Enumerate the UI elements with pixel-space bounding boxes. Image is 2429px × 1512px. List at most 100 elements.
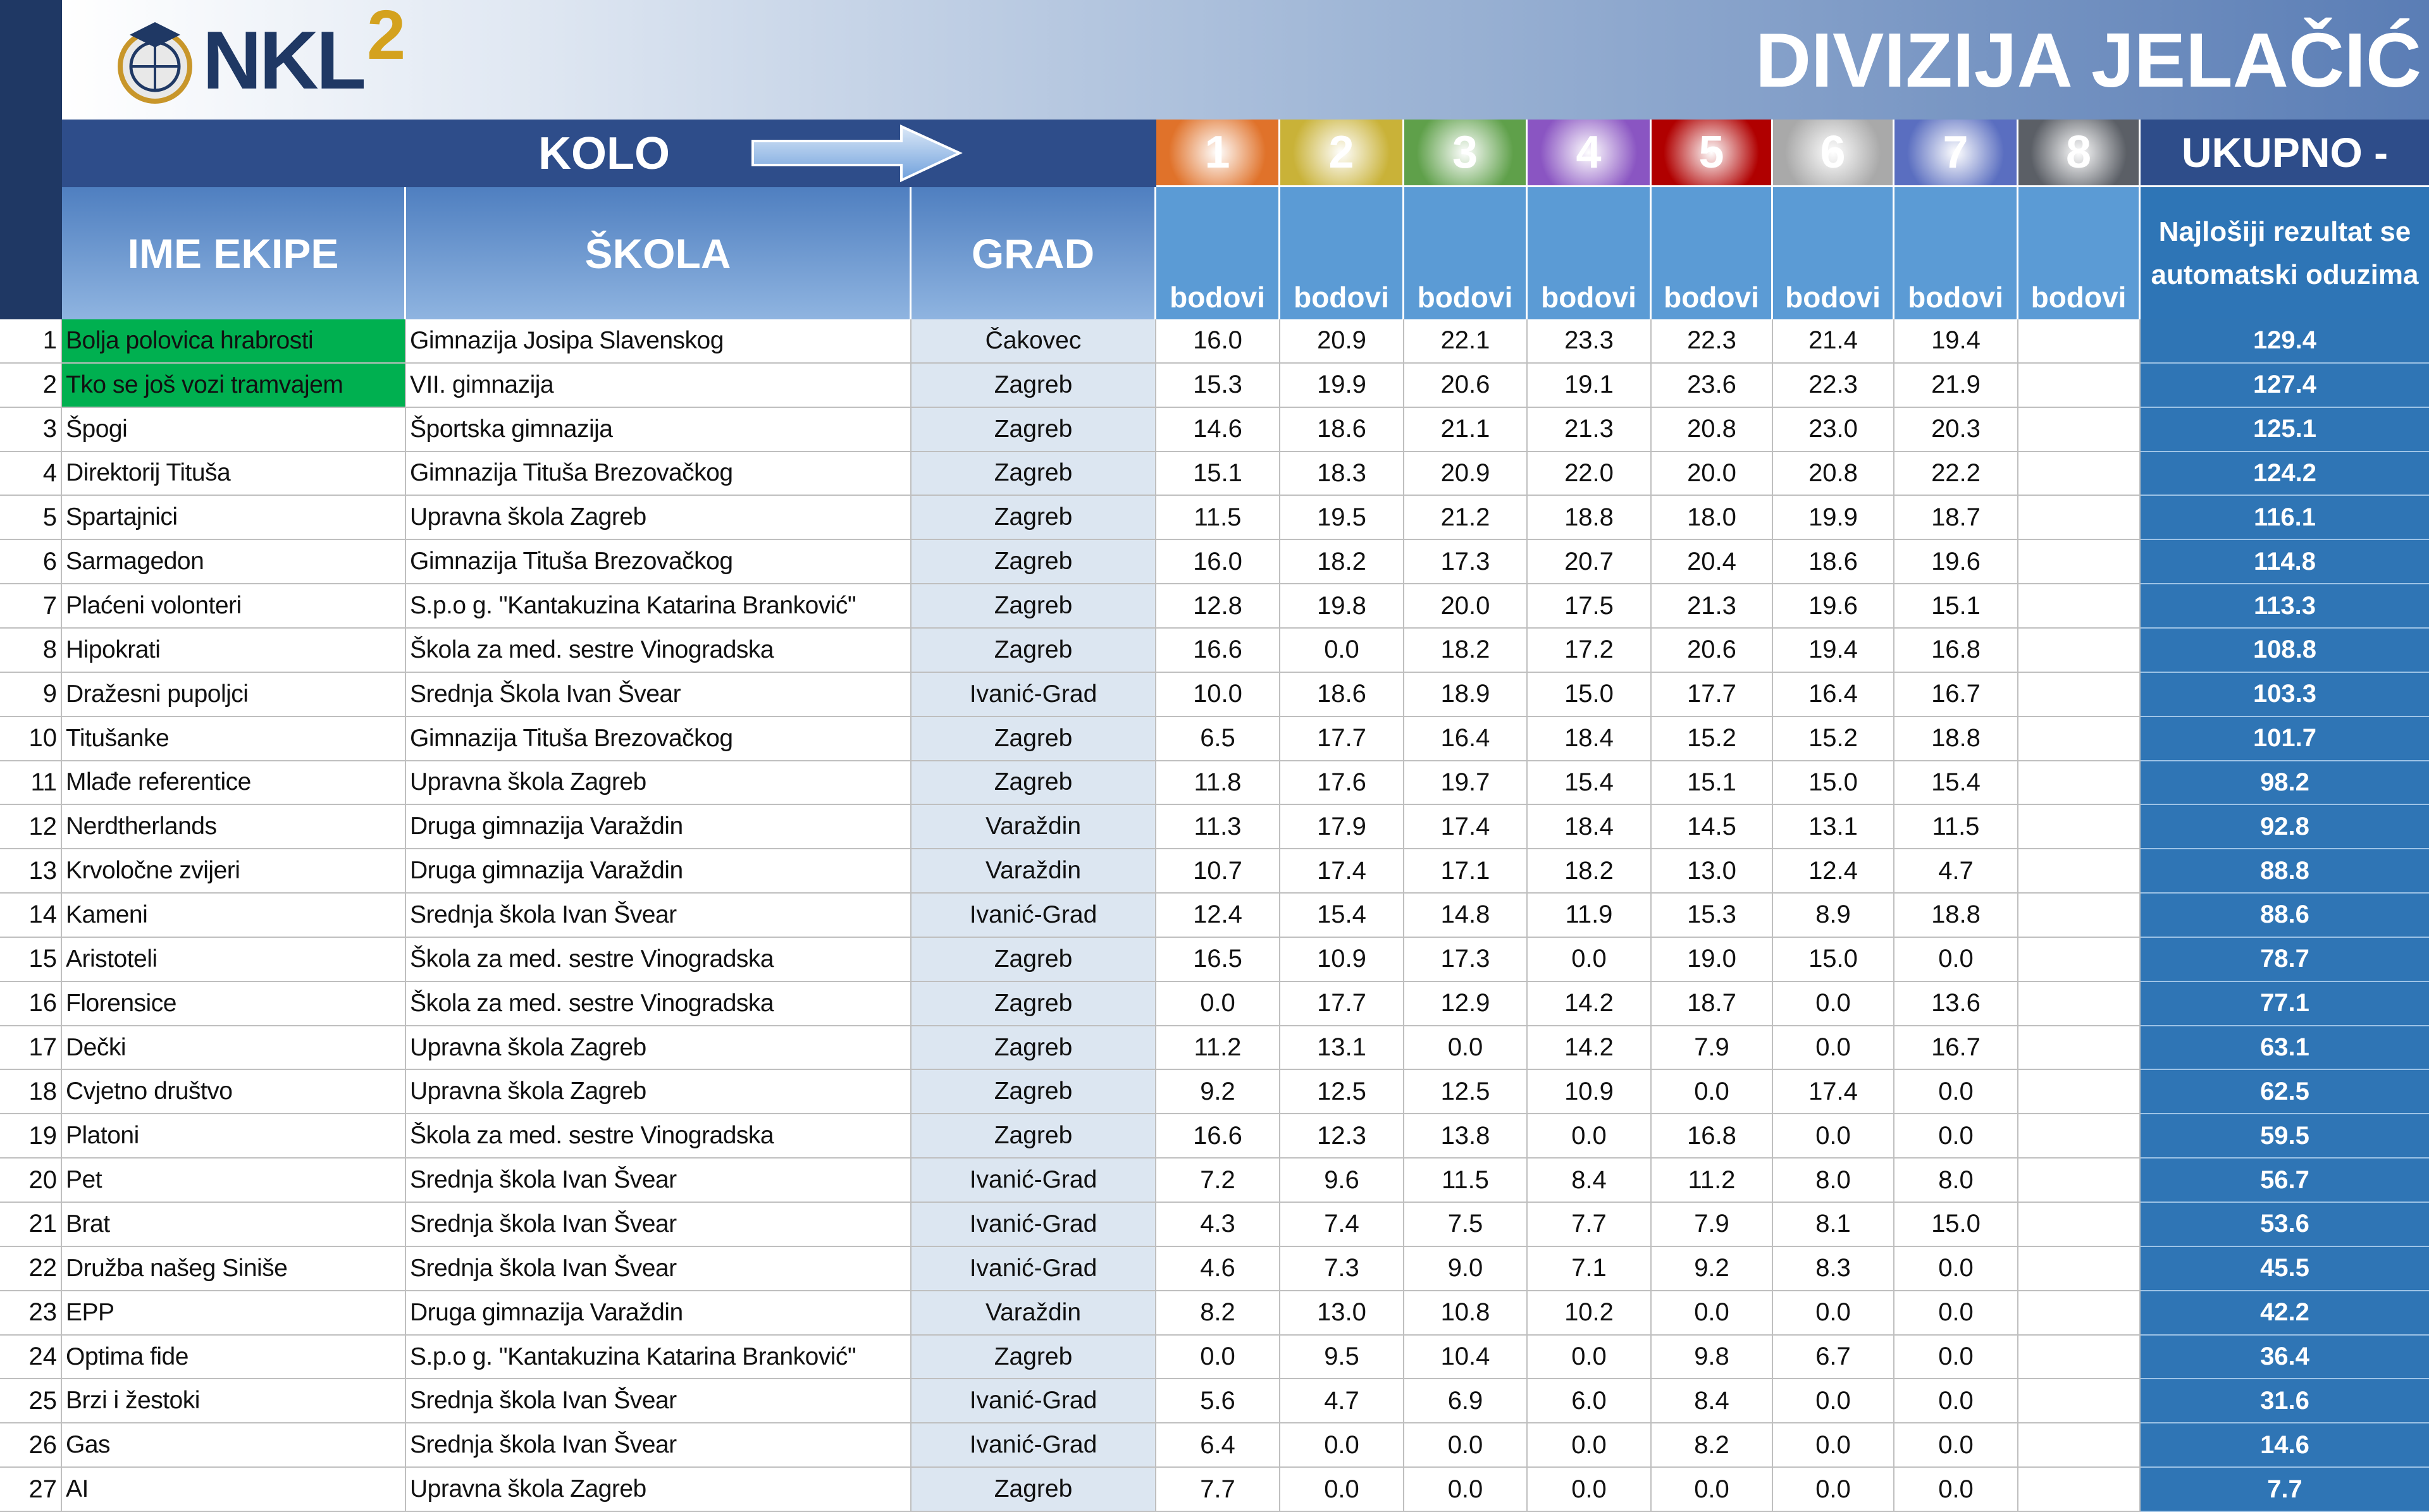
rank: 24 [0,1335,62,1380]
round-score: 0.0 [1280,628,1404,673]
round-score: 16.7 [1894,1026,2018,1071]
school-name: Upravna škola Zagreb [406,761,912,806]
team-name: Plaćeni volonteri [62,584,406,629]
total-score: 124.2 [2141,452,2429,496]
total-score: 108.8 [2141,628,2429,673]
total-score: 77.1 [2141,981,2429,1026]
round-score: 17.9 [1280,805,1404,850]
round-score: 12.3 [1280,1114,1404,1159]
round-score: 18.7 [1652,981,1773,1026]
round-score: 8.4 [1528,1159,1652,1203]
round-score: 10.4 [1404,1335,1528,1380]
round-score: 18.6 [1773,540,1894,585]
round-score: 23.6 [1652,363,1773,408]
round-score: 20.9 [1404,452,1528,496]
round-score: 18.2 [1280,540,1404,585]
total-score: 53.6 [2141,1203,2429,1247]
city: Ivanić-Grad [912,1379,1156,1424]
round-score-empty [2018,319,2141,364]
round-score: 20.7 [1528,540,1652,585]
city: Zagreb [912,1026,1156,1071]
round-score: 0.0 [1773,1379,1894,1424]
city: Zagreb [912,981,1156,1026]
round-score: 9.2 [1156,1070,1280,1115]
round-score: 11.2 [1156,1026,1280,1071]
round-score: 15.3 [1652,894,1773,938]
school-name: VII. gimnazija [406,363,912,408]
round-score-empty [2018,407,2141,452]
round-score: 22.1 [1404,319,1528,364]
points-header: bodovi [1280,187,1404,319]
school-name: Srednja Škola Ivan Švear [406,672,912,717]
round-score: 11.5 [1404,1159,1528,1203]
team-name: Nerdtherlands [62,805,406,850]
round-score: 7.9 [1652,1203,1773,1247]
round-score-empty [2018,716,2141,761]
round-score: 0.0 [1894,1335,2018,1380]
round-score: 0.0 [1280,1423,1404,1468]
city: Čakovec [912,319,1156,364]
city: Ivanić-Grad [912,1203,1156,1247]
points-header: bodovi [1404,187,1528,319]
round-score: 0.0 [1156,981,1280,1026]
team-name: Direktorij Tituša [62,452,406,496]
team-name: Špogi [62,407,406,452]
total-score: 56.7 [2141,1159,2429,1203]
round-score: 16.8 [1652,1114,1773,1159]
round-score: 17.7 [1280,981,1404,1026]
round-score: 9.0 [1404,1246,1528,1291]
team-name: Družba našeg Siniše [62,1246,406,1291]
team-name: Brat [62,1203,406,1247]
round-score: 17.4 [1280,849,1404,894]
kolo-arrow [751,124,963,183]
round-score: 16.0 [1156,540,1280,585]
round-score: 15.4 [1894,761,2018,806]
round-score: 21.9 [1894,363,2018,408]
team-name: Krvoločne zvijeri [62,849,406,894]
round-score: 17.6 [1280,761,1404,806]
round-score: 10.7 [1156,849,1280,894]
points-header: bodovi [1652,187,1773,319]
logo-text: NKL [202,14,364,106]
city: Varaždin [912,805,1156,850]
round-score: 20.6 [1652,628,1773,673]
rank: 16 [0,981,62,1026]
round-score: 0.0 [1773,1291,1894,1336]
school-name: Upravna škola Zagreb [406,1026,912,1071]
round-score: 7.4 [1280,1203,1404,1247]
city: Ivanić-Grad [912,672,1156,717]
round-score: 18.6 [1280,407,1404,452]
rank: 21 [0,1203,62,1247]
team-name: AI [62,1468,406,1512]
round-score: 18.7 [1894,496,2018,541]
round-score: 21.4 [1773,319,1894,364]
round-score-empty [2018,452,2141,496]
city: Ivanić-Grad [912,1423,1156,1468]
round-score: 13.1 [1773,805,1894,850]
round-score: 15.2 [1652,716,1773,761]
round-score: 13.8 [1404,1114,1528,1159]
rank: 9 [0,672,62,717]
round-score: 0.0 [1652,1468,1773,1512]
team-name: Hipokrati [62,628,406,673]
total-score: 62.5 [2141,1070,2429,1115]
total-score: 92.8 [2141,805,2429,850]
rank: 22 [0,1246,62,1291]
round-score: 13.0 [1652,849,1773,894]
round-score: 11.5 [1894,805,2018,850]
round-score: 9.5 [1280,1335,1404,1380]
round-score: 12.5 [1404,1070,1528,1115]
rank: 14 [0,894,62,938]
round-score: 22.2 [1894,452,2018,496]
round-score: 15.3 [1156,363,1280,408]
round-score: 9.2 [1652,1246,1773,1291]
round-score-empty [2018,1114,2141,1159]
round-score: 7.7 [1156,1468,1280,1512]
city: Zagreb [912,363,1156,408]
round-score: 10.0 [1156,672,1280,717]
round-score: 17.4 [1404,805,1528,850]
round-score: 16.5 [1156,937,1280,982]
total-note: Najlošiji rezultat se automatski oduzima [2141,187,2429,319]
round-score: 21.3 [1652,584,1773,629]
